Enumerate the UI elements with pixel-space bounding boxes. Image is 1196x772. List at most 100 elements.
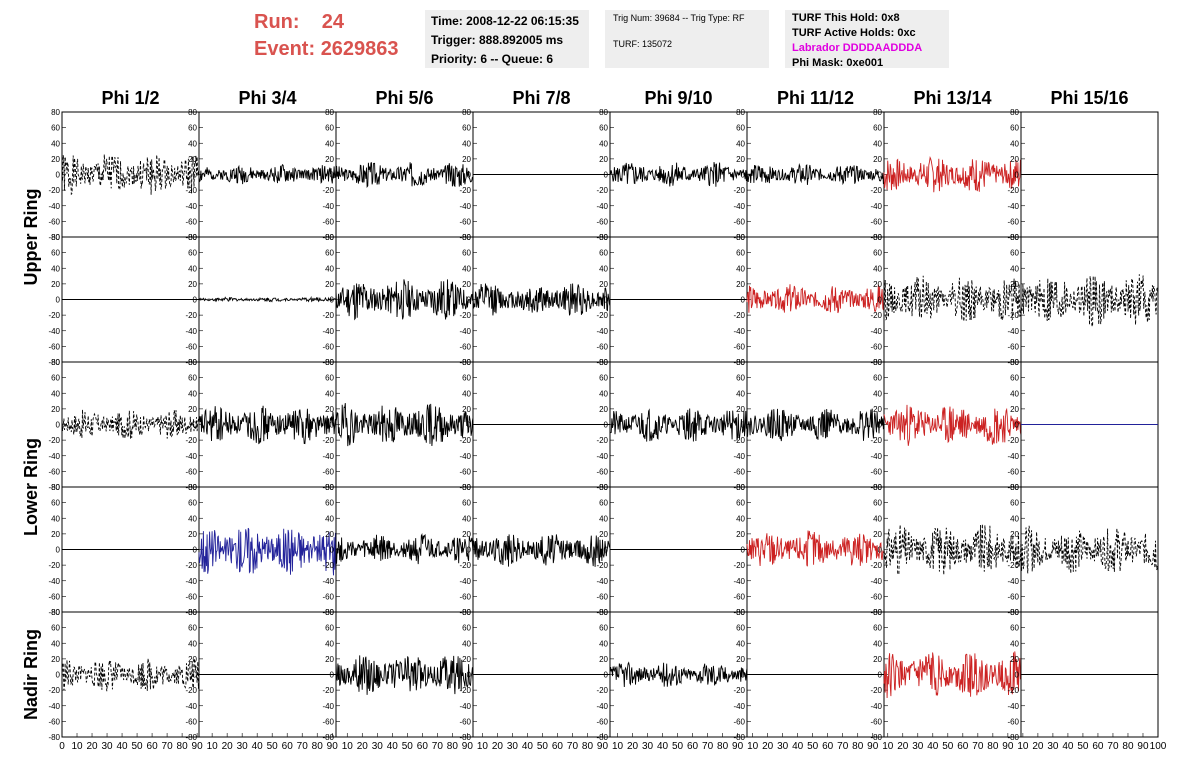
y-tick-label: -60 xyxy=(185,467,197,476)
y-tick-label: 60 xyxy=(51,624,60,633)
y-tick-label: -20 xyxy=(596,686,608,695)
column-header-5: Phi 9/10 xyxy=(644,88,712,108)
y-tick-label: 40 xyxy=(462,514,471,523)
y-tick-label: -60 xyxy=(459,592,471,601)
y-tick-label: 40 xyxy=(51,639,60,648)
waveform-trace xyxy=(1020,274,1159,329)
x-tick-label: 40 xyxy=(792,741,804,752)
y-tick-label: 20 xyxy=(736,530,745,539)
y-tick-label: 20 xyxy=(873,655,882,664)
x-tick-label: 10 xyxy=(477,741,489,752)
turf-active-text: TURF Active Holds: 0xc xyxy=(792,27,916,39)
x-tick-label: 30 xyxy=(507,741,519,752)
y-tick-label: -60 xyxy=(48,342,60,351)
x-tick-label: 30 xyxy=(237,741,249,752)
y-tick-label: -80 xyxy=(48,358,60,367)
waveform-trace xyxy=(61,409,200,439)
y-tick-label: -20 xyxy=(48,186,60,195)
y-tick-label: -60 xyxy=(48,217,60,226)
x-tick-label: 50 xyxy=(132,741,144,752)
waveform-trace xyxy=(472,534,611,567)
y-tick-label: -20 xyxy=(596,561,608,570)
y-tick-label: 60 xyxy=(51,499,60,508)
y-tick-label: 80 xyxy=(1010,483,1019,492)
y-tick-label: -20 xyxy=(870,561,882,570)
y-tick-label: -40 xyxy=(459,452,471,461)
y-tick-label: 20 xyxy=(325,280,334,289)
y-tick-label: 80 xyxy=(736,233,745,242)
x-tick-label: 40 xyxy=(387,741,399,752)
y-tick-label: -40 xyxy=(1007,327,1019,336)
y-tick-label: 60 xyxy=(873,124,882,133)
y-tick-label: 20 xyxy=(873,280,882,289)
y-tick-label: -20 xyxy=(596,436,608,445)
y-tick-label: -40 xyxy=(733,202,745,211)
y-tick-label: 60 xyxy=(325,249,334,258)
y-tick-label: 60 xyxy=(599,624,608,633)
x-tick-label: 40 xyxy=(1062,741,1074,752)
x-tick-label: 70 xyxy=(297,741,309,752)
waveform-trace xyxy=(746,408,885,442)
y-tick-label: -20 xyxy=(870,436,882,445)
y-tick-label: 40 xyxy=(1010,389,1019,398)
x-tick-label: 50 xyxy=(807,741,819,752)
y-tick-label: 60 xyxy=(1010,374,1019,383)
y-tick-label: -60 xyxy=(185,717,197,726)
y-tick-label: -60 xyxy=(1007,342,1019,351)
turf-info-box: TURF This Hold: 0x8 TURF Active Holds: 0… xyxy=(785,10,949,69)
y-tick-label: 0 xyxy=(56,546,61,555)
y-tick-label: -20 xyxy=(185,436,197,445)
trig-num-text: Trig Num: 39684 -- Trig Type: RF xyxy=(613,13,745,23)
x-tick-label: 60 xyxy=(417,741,429,752)
event-value: 2629863 xyxy=(320,38,399,60)
y-tick-label: -60 xyxy=(1007,592,1019,601)
y-tick-label: -40 xyxy=(1007,702,1019,711)
y-tick-label: 0 xyxy=(330,546,335,555)
waveform-trace xyxy=(335,403,474,447)
y-tick-label: 20 xyxy=(51,405,60,414)
waveform-trace xyxy=(198,295,337,303)
y-tick-label: -40 xyxy=(596,452,608,461)
y-tick-label: 40 xyxy=(736,139,745,148)
y-tick-label: -20 xyxy=(459,561,471,570)
y-tick-label: 40 xyxy=(188,514,197,523)
x-tick-label: 50 xyxy=(267,741,279,752)
y-tick-label: 20 xyxy=(325,655,334,664)
y-tick-label: 60 xyxy=(325,374,334,383)
y-tick-label: -60 xyxy=(733,717,745,726)
x-tick-label: 40 xyxy=(116,741,128,752)
waveform-trace xyxy=(61,658,200,692)
y-tick-label: -40 xyxy=(185,202,197,211)
y-tick-label: -60 xyxy=(185,592,197,601)
y-tick-label: 60 xyxy=(462,124,471,133)
y-tick-label: 0 xyxy=(741,671,746,680)
y-tick-label: -40 xyxy=(322,577,334,586)
y-tick-label: 60 xyxy=(462,374,471,383)
y-tick-label: 0 xyxy=(1015,546,1020,555)
y-tick-label: 20 xyxy=(188,530,197,539)
y-tick-label: -60 xyxy=(322,217,334,226)
y-tick-label: 20 xyxy=(325,405,334,414)
y-tick-label: 80 xyxy=(325,233,334,242)
y-tick-label: 60 xyxy=(188,124,197,133)
y-tick-label: -60 xyxy=(322,467,334,476)
y-tick-label: -80 xyxy=(733,733,745,742)
x-tick-label: 70 xyxy=(162,741,174,752)
x-tick-label: 50 xyxy=(942,741,954,752)
y-tick-label: 0 xyxy=(467,171,472,180)
y-tick-label: -80 xyxy=(48,233,60,242)
y-tick-label: -60 xyxy=(185,217,197,226)
column-header-1: Phi 1/2 xyxy=(101,88,159,108)
y-tick-label: -40 xyxy=(596,327,608,336)
y-tick-label: -20 xyxy=(185,311,197,320)
y-tick-label: 80 xyxy=(188,233,197,242)
y-tick-label: -80 xyxy=(596,733,608,742)
x-tick-label: 20 xyxy=(357,741,369,752)
event-row: Event: 2629863 xyxy=(254,36,399,63)
y-tick-label: -20 xyxy=(1007,686,1019,695)
y-tick-label: 60 xyxy=(188,499,197,508)
y-tick-label: 60 xyxy=(873,374,882,383)
y-tick-label: 60 xyxy=(325,124,334,133)
x-tick-label: 50 xyxy=(402,741,414,752)
x-tick-label: 10 xyxy=(612,741,624,752)
